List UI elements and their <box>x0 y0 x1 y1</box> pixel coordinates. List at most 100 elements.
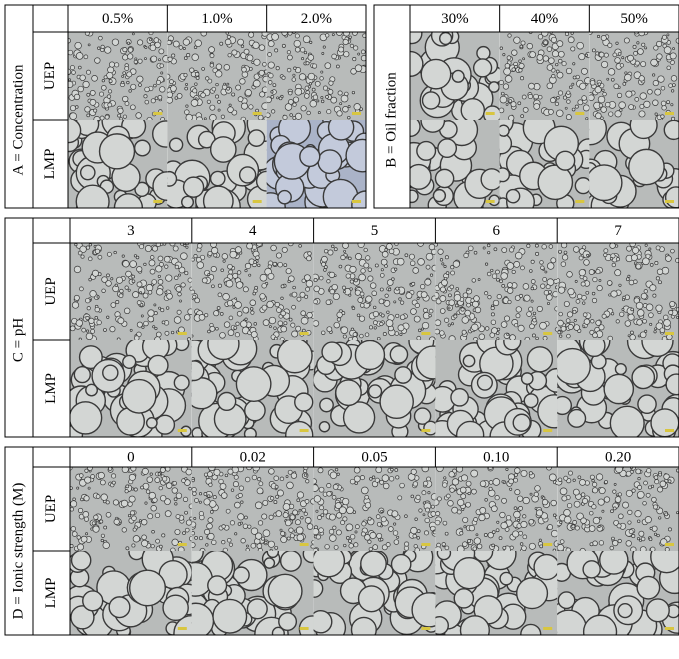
droplet <box>162 534 165 537</box>
droplet <box>565 32 568 35</box>
droplet <box>394 268 397 271</box>
droplet <box>369 478 372 481</box>
droplet <box>593 333 598 338</box>
droplet <box>608 68 615 75</box>
droplet <box>579 269 585 275</box>
droplet <box>70 326 75 331</box>
droplet <box>347 507 354 514</box>
droplet <box>214 469 220 475</box>
droplet <box>274 476 279 481</box>
droplet <box>155 97 158 100</box>
droplet <box>620 109 623 112</box>
micrograph <box>554 465 679 554</box>
droplet <box>352 31 357 36</box>
droplet <box>81 255 84 258</box>
droplet <box>191 99 198 106</box>
droplet <box>530 324 535 329</box>
micrograph <box>398 24 502 124</box>
droplet <box>211 266 216 271</box>
droplet <box>649 313 654 318</box>
droplet <box>221 540 225 544</box>
droplet <box>125 102 129 106</box>
droplet <box>81 498 84 501</box>
droplet <box>296 527 303 534</box>
droplet <box>101 45 105 49</box>
droplet <box>343 290 345 292</box>
droplet <box>101 534 104 537</box>
droplet <box>658 517 660 519</box>
droplet <box>137 76 143 82</box>
droplet <box>455 304 458 307</box>
droplet <box>141 540 147 546</box>
droplet <box>327 109 331 113</box>
droplet <box>387 311 390 314</box>
droplet <box>602 314 606 318</box>
droplet <box>260 274 267 281</box>
droplet <box>140 292 142 294</box>
droplet <box>241 501 244 504</box>
droplet <box>245 318 247 320</box>
droplet <box>241 103 247 109</box>
scale-bar <box>178 627 187 630</box>
droplet <box>507 333 509 335</box>
droplet <box>568 288 574 294</box>
droplet <box>581 518 587 524</box>
droplet <box>221 115 224 118</box>
droplet <box>210 54 214 58</box>
droplet <box>537 306 542 311</box>
droplet <box>626 541 632 547</box>
droplet <box>349 36 351 38</box>
droplet <box>108 103 112 107</box>
droplet <box>573 479 575 481</box>
droplet <box>125 286 128 289</box>
droplet <box>174 375 189 390</box>
droplet <box>442 542 446 546</box>
droplet <box>306 287 310 291</box>
scale-bar <box>543 332 552 335</box>
droplet <box>243 524 248 529</box>
droplet <box>339 265 342 268</box>
droplet <box>663 315 668 320</box>
droplet <box>273 84 276 87</box>
micrograph <box>68 465 194 552</box>
droplet <box>569 86 572 89</box>
droplet <box>336 29 342 35</box>
droplet <box>327 279 331 283</box>
droplet <box>448 307 450 309</box>
droplet <box>158 59 160 61</box>
droplet <box>612 537 615 540</box>
droplet <box>448 500 454 506</box>
droplet <box>596 474 602 480</box>
droplet <box>318 150 342 174</box>
droplet <box>69 79 71 81</box>
droplet <box>100 134 135 169</box>
droplet <box>604 480 607 483</box>
droplet <box>269 73 274 78</box>
droplet <box>509 100 512 103</box>
micrograph <box>420 537 566 652</box>
droplet <box>573 489 579 495</box>
droplet <box>524 295 530 301</box>
droplet <box>164 256 170 262</box>
droplet <box>94 245 96 247</box>
droplet <box>208 576 227 595</box>
droplet <box>161 72 163 74</box>
droplet <box>321 100 324 103</box>
droplet <box>95 316 98 319</box>
droplet <box>290 114 293 117</box>
droplet <box>118 114 121 117</box>
droplet <box>195 72 199 76</box>
droplet <box>440 331 445 336</box>
droplet <box>538 95 542 99</box>
droplet <box>438 249 443 254</box>
droplet <box>514 261 520 267</box>
droplet <box>436 512 440 516</box>
droplet <box>642 43 645 46</box>
droplet <box>611 312 614 315</box>
droplet <box>210 326 215 331</box>
droplet <box>179 300 181 302</box>
droplet <box>618 514 623 519</box>
droplet <box>452 70 464 82</box>
droplet <box>332 54 337 59</box>
droplet <box>204 118 206 120</box>
